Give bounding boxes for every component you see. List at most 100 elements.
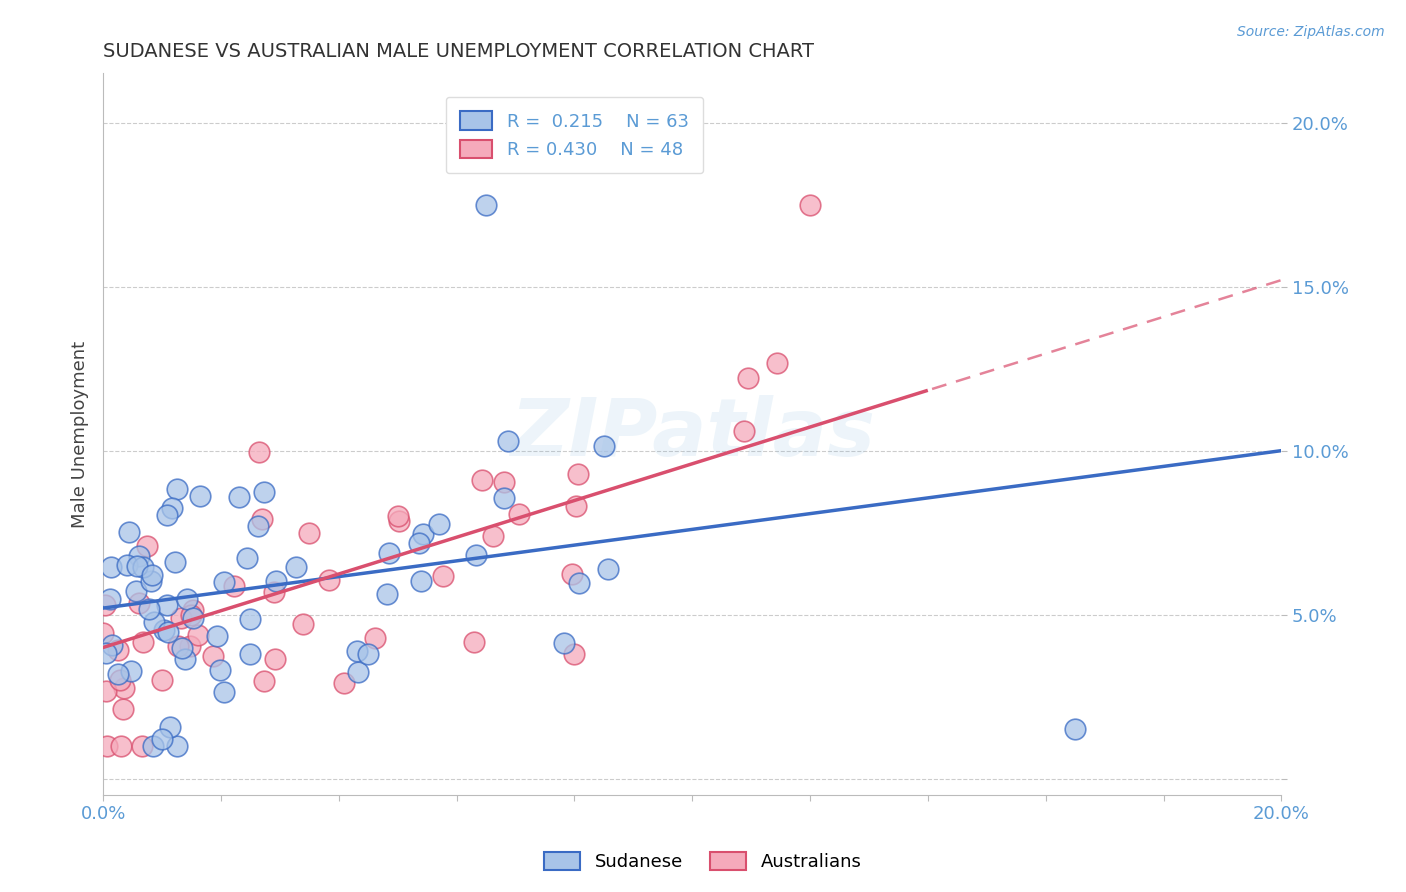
Point xyxy=(346,643,368,657)
Point xyxy=(475,197,498,211)
Point xyxy=(209,664,232,678)
Legend: R =  0.215    N = 63, R = 0.430    N = 48: R = 0.215 N = 63, R = 0.430 N = 48 xyxy=(446,97,703,174)
Point xyxy=(159,720,181,734)
Point xyxy=(128,549,150,563)
Point xyxy=(141,739,163,753)
Point xyxy=(239,612,262,626)
Point xyxy=(593,440,616,454)
Point xyxy=(492,491,515,505)
Point xyxy=(166,483,188,497)
Point xyxy=(181,603,204,617)
Point xyxy=(150,673,173,688)
Y-axis label: Male Unemployment: Male Unemployment xyxy=(72,341,89,528)
Point xyxy=(263,585,285,599)
Point xyxy=(170,641,193,656)
Point xyxy=(766,356,789,370)
Point xyxy=(253,484,276,499)
Point xyxy=(291,616,314,631)
Point xyxy=(432,569,454,583)
Point xyxy=(107,643,129,657)
Point xyxy=(408,536,430,550)
Point xyxy=(94,646,117,660)
Point xyxy=(236,550,259,565)
Point xyxy=(110,739,132,753)
Point xyxy=(253,674,276,689)
Point xyxy=(564,647,586,661)
Point xyxy=(239,647,262,661)
Point xyxy=(565,499,588,513)
Point xyxy=(378,546,401,560)
Point xyxy=(247,519,270,533)
Point xyxy=(98,591,121,606)
Point xyxy=(141,567,163,582)
Point xyxy=(156,508,179,522)
Point xyxy=(160,501,183,516)
Point xyxy=(799,197,821,211)
Point xyxy=(465,549,488,563)
Point xyxy=(135,539,157,553)
Point xyxy=(112,681,135,695)
Point xyxy=(181,611,204,625)
Point xyxy=(388,514,411,528)
Point xyxy=(214,684,236,698)
Point xyxy=(1064,723,1087,737)
Point xyxy=(357,647,380,661)
Point xyxy=(179,639,201,653)
Point xyxy=(176,592,198,607)
Point xyxy=(117,558,139,572)
Point xyxy=(264,652,287,666)
Point xyxy=(190,490,212,504)
Point xyxy=(174,652,197,666)
Point xyxy=(111,702,134,716)
Point xyxy=(427,516,450,531)
Point xyxy=(132,560,155,574)
Point xyxy=(733,425,755,439)
Point xyxy=(318,573,340,587)
Point xyxy=(107,667,129,681)
Point xyxy=(482,529,505,543)
Point xyxy=(94,684,117,698)
Point xyxy=(264,574,287,588)
Point xyxy=(127,559,149,574)
Point xyxy=(567,467,589,481)
Point xyxy=(167,639,190,653)
Point xyxy=(125,584,148,599)
Point xyxy=(180,607,202,622)
Point xyxy=(471,473,494,487)
Point xyxy=(364,632,387,646)
Point xyxy=(737,371,759,385)
Point xyxy=(412,527,434,541)
Legend: Sudanese, Australians: Sudanese, Australians xyxy=(537,845,869,879)
Point xyxy=(224,579,246,593)
Point xyxy=(100,559,122,574)
Point xyxy=(561,567,583,582)
Point xyxy=(250,511,273,525)
Point xyxy=(228,490,250,504)
Point xyxy=(298,525,321,540)
Point xyxy=(131,739,153,753)
Point xyxy=(120,664,142,678)
Point xyxy=(141,574,163,588)
Point xyxy=(128,596,150,610)
Point xyxy=(553,636,575,650)
Point xyxy=(93,626,115,640)
Point xyxy=(110,673,132,687)
Point xyxy=(100,638,122,652)
Point xyxy=(409,574,432,588)
Point xyxy=(157,624,180,639)
Text: SUDANESE VS AUSTRALIAN MALE UNEMPLOYMENT CORRELATION CHART: SUDANESE VS AUSTRALIAN MALE UNEMPLOYMENT… xyxy=(103,42,814,61)
Point xyxy=(94,598,117,612)
Point xyxy=(143,615,166,629)
Point xyxy=(247,445,270,459)
Text: ZIPatlas: ZIPatlas xyxy=(510,395,875,474)
Point xyxy=(138,602,160,616)
Point xyxy=(205,630,228,644)
Point xyxy=(212,575,235,590)
Point xyxy=(132,635,155,649)
Point xyxy=(333,675,356,690)
Point xyxy=(166,739,188,753)
Point xyxy=(163,554,186,568)
Point xyxy=(285,560,308,574)
Point xyxy=(596,562,619,576)
Point xyxy=(96,739,118,753)
